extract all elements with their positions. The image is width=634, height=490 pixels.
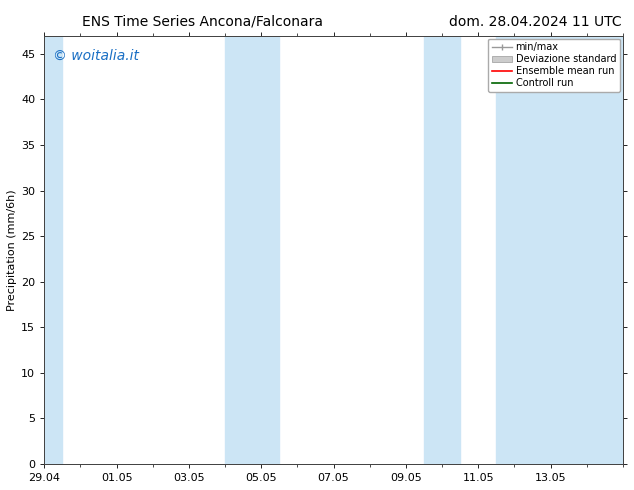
Text: dom. 28.04.2024 11 UTC: dom. 28.04.2024 11 UTC	[449, 15, 621, 29]
Text: © woitalia.it: © woitalia.it	[53, 49, 139, 62]
Bar	[424, 36, 460, 464]
Bar	[225, 36, 280, 464]
Text: ENS Time Series Ancona/Falconara: ENS Time Series Ancona/Falconara	[82, 15, 323, 29]
Bar	[44, 36, 62, 464]
Bar	[496, 36, 623, 464]
Y-axis label: Precipitation (mm/6h): Precipitation (mm/6h)	[7, 189, 17, 311]
Legend: min/max, Deviazione standard, Ensemble mean run, Controll run: min/max, Deviazione standard, Ensemble m…	[488, 39, 620, 92]
